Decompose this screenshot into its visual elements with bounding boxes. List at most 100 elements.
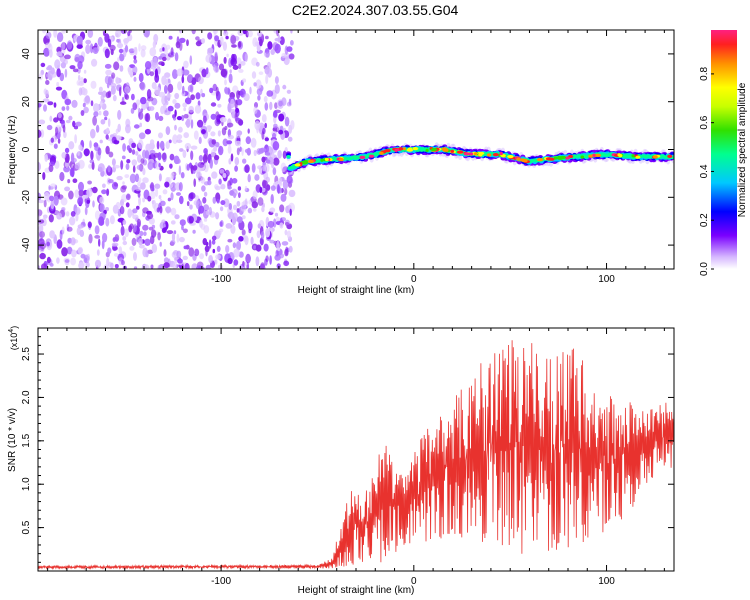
noise-blob [127,30,131,37]
noise-blob [164,181,170,188]
noise-blob [122,240,128,246]
noise-blob [277,150,282,159]
noise-blob [164,84,168,94]
noise-blob [217,130,221,137]
signal-peak [520,158,528,163]
colorbar-tick-label: 0.2 [699,213,710,227]
noise-blob [82,194,89,199]
signal-peak [294,163,301,167]
noise-blob [213,146,218,152]
y-tick-label: -20 [21,190,32,205]
noise-blob [269,239,275,244]
noise-blob [112,236,119,242]
noise-blob [188,192,196,200]
noise-blob [266,90,274,97]
noise-blob [113,61,120,71]
colorbar-gradient [711,30,737,269]
noise-blob [196,265,203,269]
noise-blob [96,249,100,256]
noise-blob [163,257,169,264]
noise-blob [39,252,46,260]
noise-blob [111,72,116,79]
noise-blob [103,264,109,269]
noise-blob [140,96,147,105]
noise-blob [98,238,101,247]
noise-blob [56,51,63,57]
noise-blob [233,192,237,199]
noise-blob [124,174,130,179]
noise-blob [172,261,178,269]
noise-blob [193,178,196,187]
noise-blob [276,240,280,251]
noise-blob [269,255,272,265]
signal-peak [486,153,492,157]
noise-blob [40,129,45,138]
noise-blob [66,246,73,255]
noise-blob [133,251,137,261]
noise-blob [286,46,293,52]
noise-blob [119,53,123,59]
colorbar-label: Normalized spectral amplitude [737,82,748,217]
noise-blob [49,195,55,202]
noise-blob [172,134,178,145]
noise-blob [162,189,168,195]
noise-blob [149,71,155,77]
noise-blob [280,193,287,202]
noise-blob [218,178,222,185]
noise-blob [273,123,278,129]
noise-blob [244,164,250,174]
noise-blob [38,161,41,172]
signal-peak [412,147,419,151]
noise-blob [277,34,281,43]
noise-blob [43,104,47,112]
noise-blob [233,248,240,258]
noise-blob [83,106,89,114]
noise-blob [276,30,280,37]
noise-blob [279,204,285,213]
noise-blob [49,263,54,267]
noise-blob [54,160,60,169]
noise-blob [183,107,187,112]
noise-blob [150,190,156,200]
signal-peak [478,151,485,155]
noise-blob [125,193,131,201]
noise-blob [119,86,122,97]
noise-blob [120,101,127,105]
colorbar-tick-label: 0.6 [699,115,710,129]
noise-blob [178,126,183,133]
noise-blob [253,82,257,87]
noise-blob [66,40,73,50]
noise-blob [45,89,49,98]
noise-blob [78,87,83,96]
noise-blob [236,216,243,224]
noise-blob [80,110,85,116]
noise-blob [214,51,218,57]
noise-blob [157,232,161,241]
noise-blob [189,204,193,210]
signal-peak [450,149,455,153]
noise-blob [270,185,276,191]
noise-blob [194,104,202,114]
noise-blob [125,202,130,208]
noise-blob [90,150,94,161]
y-tick-label: 0.5 [21,520,32,534]
noise-blob [69,65,76,70]
noise-blob [77,151,80,156]
y-tick-label: 2.5 [21,347,32,361]
noise-blob [211,139,217,145]
signal-peak [635,155,641,159]
noise-blob [197,161,205,168]
noise-blob [48,214,54,223]
noise-blob [78,144,83,151]
noise-blob [152,199,157,209]
noise-blob [89,43,94,54]
noise-blob [49,230,55,239]
noise-blob [118,48,124,54]
noise-blob [132,102,138,111]
noise-blob [218,145,224,156]
noise-blob [231,178,238,184]
noise-blob [278,129,284,135]
noise-blob [44,154,48,162]
noise-blob [166,93,172,98]
noise-blob [177,258,183,264]
